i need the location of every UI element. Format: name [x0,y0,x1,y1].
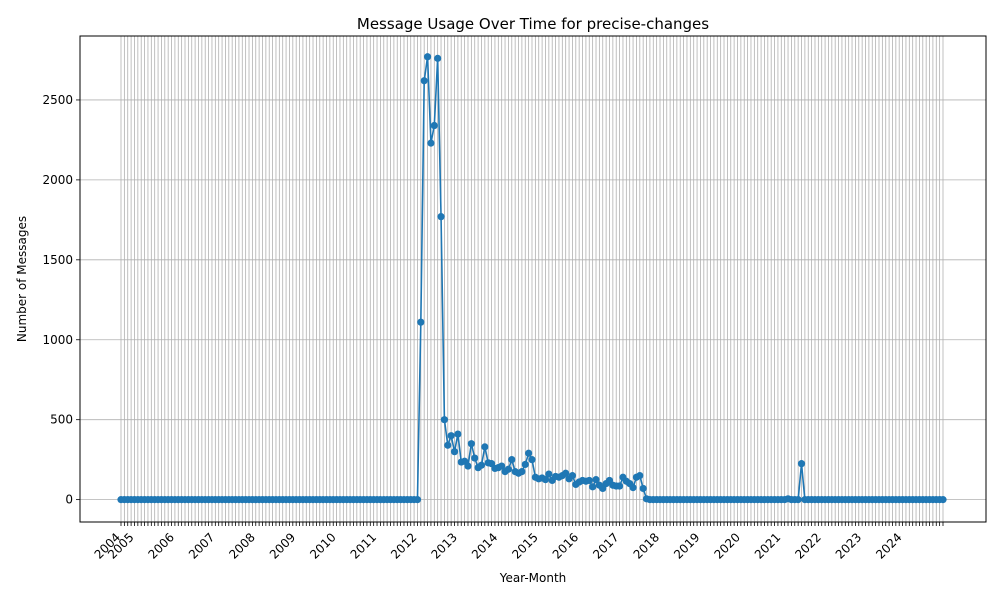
plot-frame [79,35,987,523]
grid-lines [80,36,986,522]
data-point [592,476,600,484]
data-point [430,121,438,130]
plot-area [80,36,986,522]
data-point [423,53,432,61]
data-point [585,476,593,485]
data-point [504,465,513,473]
data-point [498,462,506,470]
y-tick-label: 1000 [42,333,73,347]
data-point [427,139,435,147]
y-tick-label: 500 [50,413,73,427]
data-point [444,441,452,449]
data-point [508,456,516,464]
data-point [521,460,529,469]
data-point [450,448,459,456]
data-point [629,484,637,492]
y-tick-label: 0 [65,493,73,507]
data-point [568,472,577,480]
data-point [797,460,806,468]
data-point [794,496,802,504]
data-point [454,430,462,438]
data-point [518,468,526,476]
y-tick-label: 1500 [42,253,73,267]
data-point [562,469,570,477]
data-point [434,54,442,62]
y-tick-label: 2500 [42,93,73,107]
data-point [481,443,489,451]
x-axis-label: Year-Month [499,571,567,585]
y-tick-label: 2000 [42,173,73,187]
data-point [636,472,644,480]
data-point [639,484,647,493]
data-point [467,440,475,448]
data-point [615,482,624,490]
data-point [528,456,536,464]
data-point [589,483,597,491]
data-point [939,496,947,504]
y-axis-ticks: 0 500 1000 1500 2000 2500 [42,93,80,507]
data-point [437,213,445,221]
y-axis-label: Number of Messages [15,216,29,342]
data-point [413,496,422,504]
data-point [541,476,550,484]
data-point [545,470,553,478]
data-point [420,77,428,85]
data-point [447,432,455,440]
data-point [440,416,449,424]
data-point [525,449,533,457]
chart-title: Message Usage Over Time for precise-chan… [357,15,709,33]
data-point [417,318,425,326]
data-point [477,461,486,469]
data-point [464,462,472,470]
data-series [117,53,947,504]
data-point [471,454,479,462]
